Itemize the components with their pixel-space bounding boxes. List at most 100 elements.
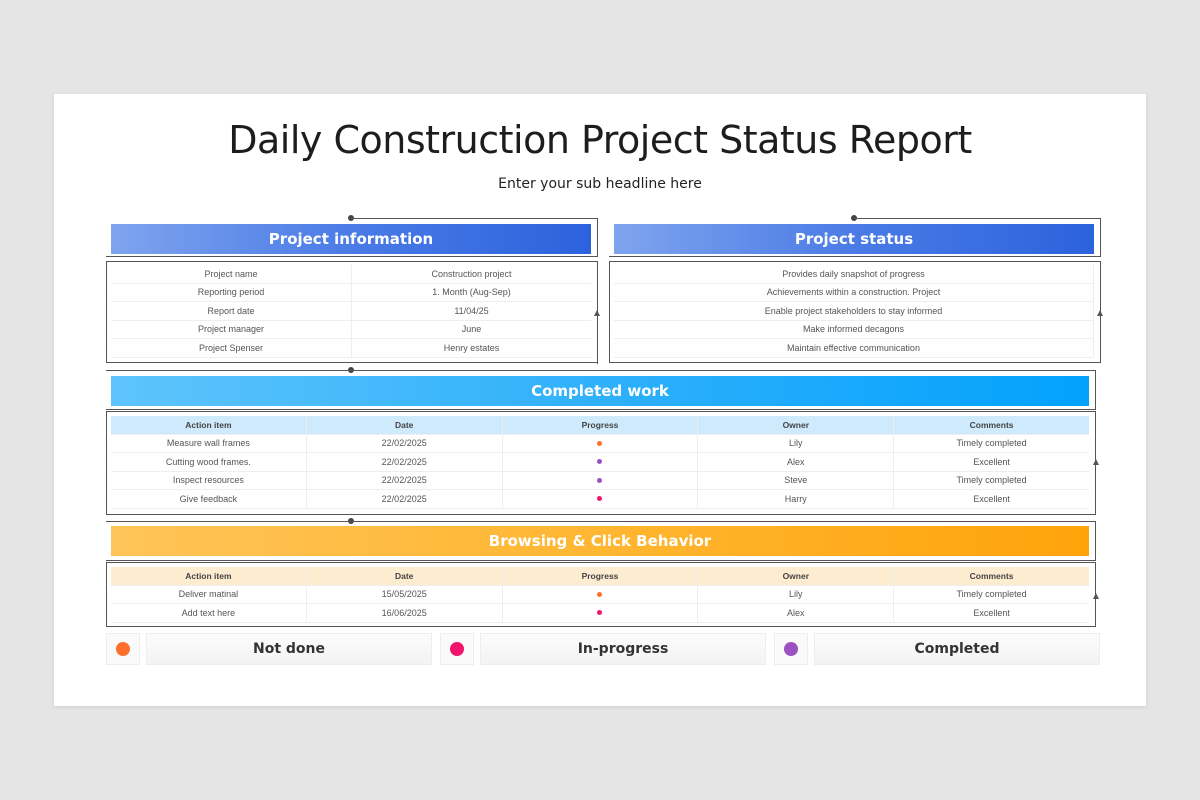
status-completed-icon xyxy=(597,459,603,465)
status-in-progress-icon xyxy=(597,496,603,502)
column-header: Date xyxy=(305,567,502,585)
list-item: Make informed decagons xyxy=(614,321,1093,339)
owner-cell: Alex xyxy=(697,604,893,622)
table-row: Project Spenser Henry estates xyxy=(111,339,591,358)
connector-line xyxy=(1100,218,1101,256)
date-cell: 16/06/2025 xyxy=(305,604,502,622)
list-item: Maintain effective communication xyxy=(614,339,1093,358)
row-value: 1. Month (Aug-Sep) xyxy=(351,283,591,301)
status-completed-icon xyxy=(597,477,603,483)
legend-label-completed: Completed xyxy=(814,633,1100,665)
browsing-behavior-table: Action item Date Progress Owner Comments… xyxy=(111,567,1089,623)
action-cell: Measure wall frames xyxy=(166,438,250,449)
project-status-list: Provides daily snapshot of progress Achi… xyxy=(614,265,1094,358)
table-row: Measure wall frames 22/02/2025 Lily Time… xyxy=(111,434,1089,453)
owner-cell: Steve xyxy=(697,471,893,489)
table-header: Action item Date Progress Owner Comments xyxy=(111,416,1089,435)
status-not-done-icon xyxy=(597,440,603,446)
comments-cell: Excellent xyxy=(893,604,1089,622)
connector-line xyxy=(597,218,598,256)
table-row: Project name Construction project xyxy=(111,265,591,284)
row-value: Henry estates xyxy=(351,339,591,357)
legend-label-not-done: Not done xyxy=(146,633,432,665)
status-in-progress-icon xyxy=(597,610,603,616)
table-header: Action item Date Progress Owner Comments xyxy=(111,567,1089,586)
browsing-banner-frame xyxy=(106,521,1096,561)
row-label: Project manager xyxy=(197,324,265,335)
table-row: Reporting period 1. Month (Aug-Sep) xyxy=(111,283,591,302)
owner-cell: Harry xyxy=(697,490,893,508)
arrow-up-icon xyxy=(1093,593,1099,599)
progress-cell xyxy=(501,490,698,508)
list-item: Provides daily snapshot of progress xyxy=(614,265,1093,284)
progress-cell xyxy=(501,453,698,471)
connector-line xyxy=(609,256,1101,257)
owner-cell: Lily xyxy=(697,434,893,452)
list-item: Achievements within a construction. Proj… xyxy=(614,284,1093,302)
date-cell: 22/02/2025 xyxy=(305,490,502,508)
action-cell: Cutting wood frames. xyxy=(165,456,251,467)
legend-label-in-progress: In-progress xyxy=(480,633,766,665)
table-row: Inspect resources 22/02/2025 Steve Timel… xyxy=(111,471,1089,490)
progress-cell xyxy=(501,434,698,452)
owner-cell: Lily xyxy=(697,585,893,603)
progress-cell xyxy=(501,471,698,489)
browsing-behavior-banner: Browsing & Click Behavior xyxy=(111,526,1089,556)
in-progress-dot-icon xyxy=(450,642,464,656)
column-header: Owner xyxy=(697,416,893,434)
column-header: Action item xyxy=(185,570,232,581)
row-value: Construction project xyxy=(351,265,591,283)
comments-cell: Timely completed xyxy=(893,434,1089,452)
progress-cell xyxy=(501,585,698,603)
completed-work-banner-frame xyxy=(106,370,1096,410)
list-item: Enable project stakeholders to stay info… xyxy=(614,302,1093,321)
action-cell: Add text here xyxy=(181,607,236,618)
date-cell: 22/02/2025 xyxy=(305,434,502,452)
date-cell: 22/02/2025 xyxy=(305,471,502,489)
table-row: Give feedback 22/02/2025 Harry Excellent xyxy=(111,490,1089,509)
column-header: Date xyxy=(305,416,502,434)
column-header: Comments xyxy=(893,416,1089,434)
comments-cell: Timely completed xyxy=(893,471,1089,489)
date-cell: 22/02/2025 xyxy=(305,453,502,471)
owner-cell: Alex xyxy=(697,453,893,471)
column-header: Action item xyxy=(185,419,232,430)
project-information-table: Project name Construction project Report… xyxy=(111,265,591,358)
connector-line xyxy=(854,218,1100,219)
arrow-up-icon xyxy=(594,310,600,316)
action-cell: Inspect resources xyxy=(172,475,244,486)
date-cell: 15/05/2025 xyxy=(305,585,502,603)
page-subtitle: Enter your sub headline here xyxy=(498,176,702,192)
page-title: Daily Construction Project Status Report xyxy=(228,118,972,162)
row-value: June xyxy=(351,320,591,338)
table-row: Cutting wood frames. 22/02/2025 Alex Exc… xyxy=(111,453,1089,472)
action-cell: Deliver matinal xyxy=(178,589,239,600)
legend-swatch-box xyxy=(106,633,140,665)
row-label: Project Spenser xyxy=(198,342,264,353)
row-label: Project name xyxy=(204,268,258,279)
comments-cell: Excellent xyxy=(893,453,1089,471)
table-row: Deliver matinal 15/05/2025 Lily Timely c… xyxy=(111,585,1089,604)
column-header: Comments xyxy=(893,567,1089,585)
completed-work-table: Action item Date Progress Owner Comments… xyxy=(111,416,1089,509)
column-header: Progress xyxy=(501,567,698,585)
table-row: Report date 11/04/25 xyxy=(111,302,591,321)
table-row: Project manager June xyxy=(111,320,591,339)
completed-dot-icon xyxy=(784,642,798,656)
connector-line xyxy=(597,314,598,364)
action-cell: Give feedback xyxy=(179,493,238,504)
column-header: Progress xyxy=(501,416,698,434)
comments-cell: Timely completed xyxy=(893,585,1089,603)
arrow-up-icon xyxy=(1093,459,1099,465)
arrow-up-icon xyxy=(1097,310,1103,316)
comments-cell: Excellent xyxy=(893,490,1089,508)
completed-work-banner: Completed work xyxy=(111,376,1089,406)
legend-swatch-box xyxy=(774,633,808,665)
status-not-done-icon xyxy=(597,591,603,597)
connector-line xyxy=(351,218,597,219)
project-status-banner: Project status xyxy=(614,224,1094,254)
project-information-banner: Project information xyxy=(111,224,591,254)
row-value: 11/04/25 xyxy=(351,302,591,320)
legend-swatch-box xyxy=(440,633,474,665)
report-slide: Daily Construction Project Status Report… xyxy=(54,94,1146,706)
